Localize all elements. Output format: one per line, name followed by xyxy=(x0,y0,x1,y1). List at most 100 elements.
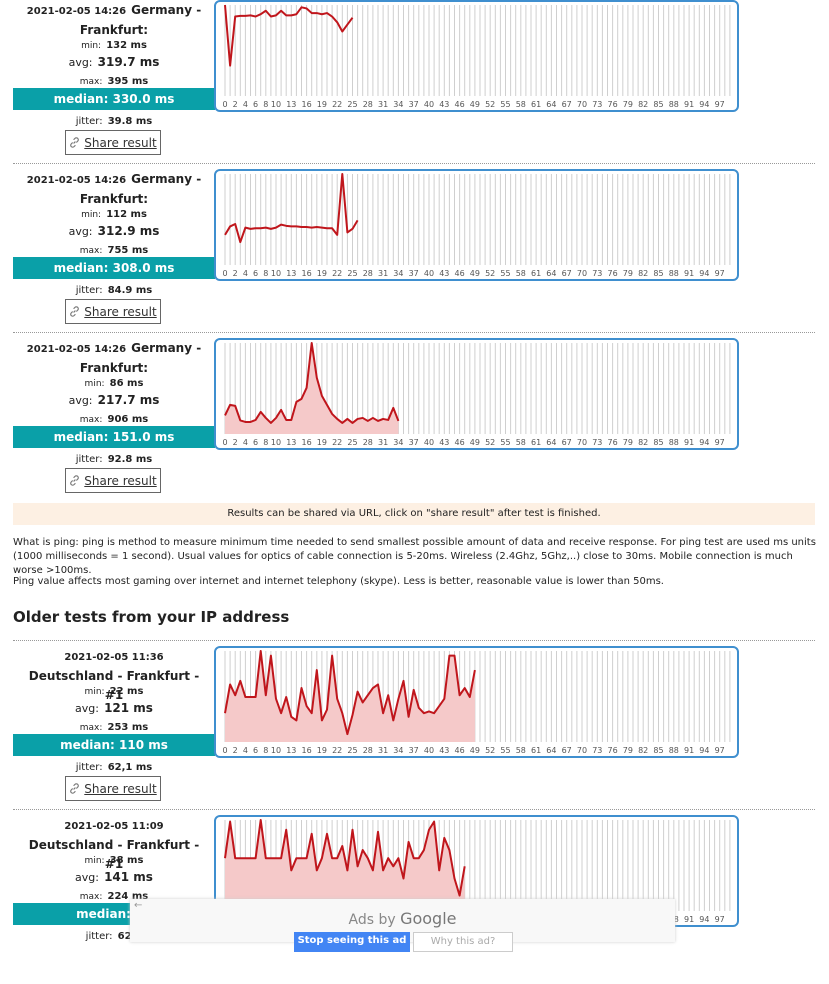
x-tick-label: 22 xyxy=(332,438,342,447)
median-label: median: xyxy=(53,261,109,275)
x-tick-label: 28 xyxy=(363,269,373,278)
jitter-label: jitter: xyxy=(85,931,113,942)
x-tick-label: 0 xyxy=(222,438,227,447)
x-tick-label: 19 xyxy=(317,100,327,109)
timestamp: 2021-02-05 14:26 xyxy=(26,344,127,355)
max-value: 755 ms xyxy=(107,245,149,256)
max-stat: max: 395 ms xyxy=(13,70,215,91)
min-value: 38 ms xyxy=(109,855,144,866)
ping-line xyxy=(224,650,476,736)
min-stat: min: 22 ms xyxy=(13,680,215,701)
x-tick-label: 43 xyxy=(439,438,449,447)
x-tick-label: 0 xyxy=(222,746,227,755)
median-label: median: xyxy=(53,430,109,444)
x-tick-label: 13 xyxy=(286,100,296,109)
avg-label: avg: xyxy=(75,871,99,884)
x-tick-label: 2 xyxy=(233,438,238,447)
why-ad-button[interactable]: Why this ad? xyxy=(413,932,513,952)
median-label: median: xyxy=(60,738,115,752)
x-tick-label: 88 xyxy=(669,100,679,109)
x-tick-label: 49 xyxy=(470,438,480,447)
x-tick-label: 58 xyxy=(516,438,526,447)
ping-area xyxy=(225,343,399,434)
x-tick-label: 73 xyxy=(592,438,602,447)
jitter-label: jitter: xyxy=(75,116,103,127)
result-heading: 2021-02-05 14:26 Germany - Frankfurt: xyxy=(20,0,208,39)
x-tick-label: 13 xyxy=(286,269,296,278)
share-button[interactable]: Share result xyxy=(65,468,161,493)
share-button[interactable]: Share result xyxy=(65,299,161,324)
x-tick-label: 55 xyxy=(500,746,510,755)
avg-label: avg: xyxy=(75,702,99,715)
x-tick-label: 8 xyxy=(263,269,268,278)
x-tick-label: 91 xyxy=(684,438,694,447)
x-tick-label: 4 xyxy=(243,100,248,109)
x-tick-label: 31 xyxy=(378,100,388,109)
share-text: Share result xyxy=(84,305,157,319)
share-text: Share result xyxy=(84,136,157,150)
share-button[interactable]: Share result xyxy=(65,130,161,155)
x-tick-label: 55 xyxy=(500,438,510,447)
x-tick-label: 85 xyxy=(653,269,663,278)
max-label: max: xyxy=(79,77,103,87)
x-tick-label: 19 xyxy=(317,269,327,278)
separator xyxy=(13,332,815,333)
x-tick-label: 25 xyxy=(347,269,357,278)
x-tick-label: 61 xyxy=(531,269,541,278)
share-button[interactable]: Share result xyxy=(65,776,161,801)
stop-ad-button[interactable]: Stop seeing this ad xyxy=(294,932,410,952)
avg-value: 121 ms xyxy=(104,701,153,715)
result-block: 2021-02-05 14:26 Germany - Frankfurt: min… xyxy=(0,163,829,338)
jitter-value: 39.8 ms xyxy=(107,116,153,127)
x-tick-label: 8 xyxy=(263,438,268,447)
ad-back-arrow[interactable]: ← xyxy=(134,900,143,911)
x-tick-label: 10 xyxy=(271,269,281,278)
x-tick-label: 40 xyxy=(424,438,434,447)
x-tick-label: 70 xyxy=(577,100,587,109)
x-tick-label: 52 xyxy=(485,746,495,755)
max-label: max: xyxy=(79,723,103,733)
x-tick-label: 61 xyxy=(531,746,541,755)
x-tick-label: 16 xyxy=(302,269,312,278)
ping-line xyxy=(224,819,466,897)
x-tick-label: 37 xyxy=(409,269,419,278)
min-label: min: xyxy=(81,210,102,220)
link-icon xyxy=(70,306,80,317)
x-tick-label: 31 xyxy=(378,269,388,278)
x-tick-label: 91 xyxy=(684,746,694,755)
jitter-stat: jitter: 84.9 ms xyxy=(13,279,215,300)
median-value: 308.0 ms xyxy=(112,261,175,275)
x-tick-label: 94 xyxy=(699,746,709,755)
x-tick-label: 37 xyxy=(409,438,419,447)
jitter-stat: jitter: 62,4 xyxy=(13,925,215,946)
x-tick-label: 43 xyxy=(439,100,449,109)
result-heading: 2021-02-05 14:26 Germany - Frankfurt: xyxy=(20,338,208,377)
x-tick-label: 46 xyxy=(455,100,465,109)
x-tick-label: 16 xyxy=(302,100,312,109)
x-tick-label: 28 xyxy=(363,746,373,755)
location: Deutschland - Frankfurt - #1 xyxy=(28,669,200,702)
x-tick-label: 16 xyxy=(302,746,312,755)
x-tick-label: 8 xyxy=(263,746,268,755)
result-block: 2021-02-05 11:36 Deutschland - Frankfurt… xyxy=(0,640,829,815)
x-tick-label: 22 xyxy=(332,269,342,278)
ping-line xyxy=(224,4,354,67)
x-tick-label: 16 xyxy=(302,438,312,447)
avg-label: avg: xyxy=(68,225,93,238)
avg-value: 312.9 ms xyxy=(97,224,160,238)
info-text: What is ping: ping is method to measure … xyxy=(13,537,816,576)
x-tick-label: 52 xyxy=(485,269,495,278)
x-tick-label: 97 xyxy=(715,915,725,924)
x-tick-label: 49 xyxy=(470,100,480,109)
x-tick-label: 43 xyxy=(439,746,449,755)
max-value: 906 ms xyxy=(107,414,149,425)
min-value: 22 ms xyxy=(109,686,144,697)
x-tick-label: 94 xyxy=(699,438,709,447)
x-tick-label: 94 xyxy=(699,100,709,109)
result-heading: 2021-02-05 11:09 Deutschland - Frankfurt… xyxy=(20,815,208,873)
median-value: 151.0 ms xyxy=(112,430,175,444)
x-tick-label: 88 xyxy=(669,438,679,447)
x-tick-label: 22 xyxy=(332,100,342,109)
chart-frame xyxy=(214,0,739,112)
median-bar: median: 110 ms xyxy=(13,734,215,756)
